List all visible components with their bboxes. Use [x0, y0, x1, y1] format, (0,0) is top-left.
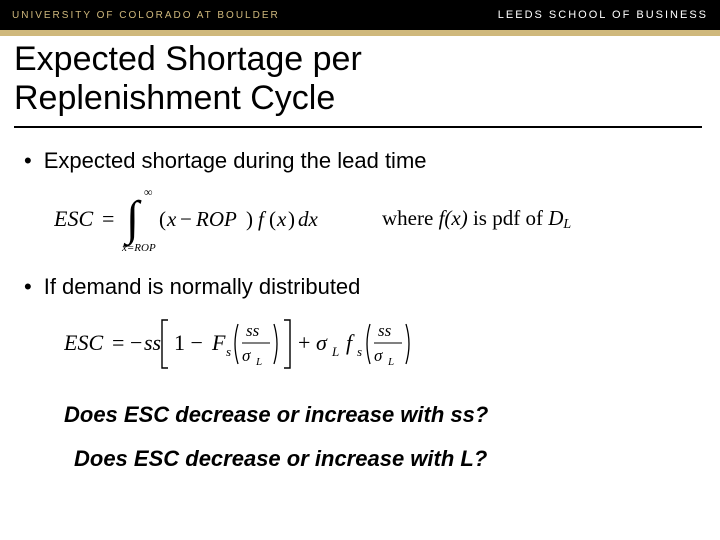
bullet-dot-icon: •: [24, 276, 32, 298]
svg-text:): ): [246, 207, 253, 231]
formula-1-zone: ESC = ∫ ∞ x=ROP ( x − ROP ) f ( x ) dx w…: [54, 184, 702, 254]
bullet-dot-icon: •: [24, 150, 32, 172]
svg-text:∞: ∞: [144, 185, 153, 199]
formula-1-note-fx: f(x): [439, 206, 468, 230]
header-university: UNIVERSITY OF COLORADO AT BOULDER: [12, 10, 280, 21]
svg-text:F: F: [211, 330, 226, 355]
svg-text:σ: σ: [374, 346, 383, 365]
bullet-2-text: If demand is normally distributed: [44, 274, 361, 300]
svg-text:(: (: [159, 207, 166, 231]
title-line1: Expected Shortage per: [14, 40, 362, 78]
svg-text:ss: ss: [144, 330, 161, 355]
svg-text:=: =: [102, 206, 114, 231]
svg-text:−: −: [130, 330, 142, 355]
slide-title: Expected Shortage per Replenishment Cycl…: [14, 40, 702, 126]
formula-1-note: where f(x) is pdf of DL: [382, 206, 571, 233]
svg-text:ESC: ESC: [64, 330, 103, 355]
formula-1-svg: ESC = ∫ ∞ x=ROP ( x − ROP ) f ( x ) dx: [54, 184, 354, 254]
svg-text:ss: ss: [246, 321, 260, 340]
formula-1-note-prefix: where: [382, 206, 439, 230]
svg-text:1 −: 1 −: [174, 330, 203, 355]
formula-1-note-var: D: [548, 206, 563, 230]
bullet-1: • Expected shortage during the lead time: [24, 148, 702, 174]
svg-text:x: x: [166, 207, 177, 231]
svg-text:ss: ss: [378, 321, 392, 340]
formula-1-note-mid: is pdf of: [468, 206, 549, 230]
svg-text:+: +: [298, 330, 310, 355]
svg-text:x: x: [276, 207, 287, 231]
svg-text:): ): [288, 207, 295, 231]
title-underline: [14, 126, 702, 128]
svg-text:ROP: ROP: [195, 207, 237, 231]
svg-text:σ: σ: [316, 330, 328, 355]
svg-text:dx: dx: [298, 207, 319, 231]
svg-text:L: L: [255, 356, 262, 368]
formula-2-zone: ESC = − ss 1 − F s ss σ L +: [64, 312, 702, 376]
svg-text:x=ROP: x=ROP: [121, 242, 156, 254]
svg-text:−: −: [180, 207, 192, 231]
question-2: Does ESC decrease or increase with L?: [74, 446, 702, 472]
svg-text:=: =: [112, 330, 124, 355]
svg-text:s: s: [357, 344, 362, 359]
bullet-1-text: Expected shortage during the lead time: [44, 148, 427, 174]
slide-content: Expected Shortage per Replenishment Cycl…: [0, 36, 720, 472]
formula-1-note-sub: L: [563, 217, 571, 232]
svg-text:L: L: [387, 356, 394, 368]
svg-text:∫: ∫: [123, 192, 142, 247]
title-line2: Replenishment Cycle: [14, 79, 335, 117]
svg-text:f: f: [346, 330, 355, 355]
svg-text:ESC: ESC: [54, 206, 93, 231]
question-1: Does ESC decrease or increase with ss?: [64, 402, 702, 428]
svg-text:σ: σ: [242, 346, 251, 365]
bullet-2: • If demand is normally distributed: [24, 274, 702, 300]
header-bar: UNIVERSITY OF COLORADO AT BOULDER LEEDS …: [0, 0, 720, 30]
svg-text:s: s: [226, 344, 231, 359]
svg-text:L: L: [331, 344, 339, 359]
svg-text:(: (: [269, 207, 276, 231]
header-school: LEEDS SCHOOL OF BUSINESS: [498, 9, 708, 21]
svg-text:f: f: [258, 207, 267, 231]
formula-2-svg: ESC = − ss 1 − F s ss σ L +: [64, 312, 504, 376]
